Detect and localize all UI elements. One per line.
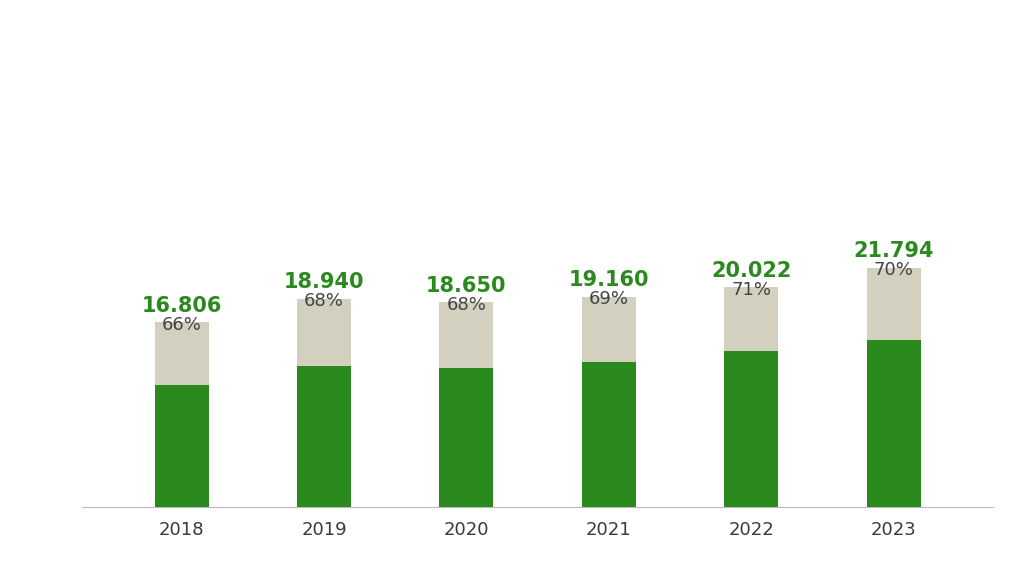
Bar <box>582 362 636 507</box>
Bar <box>439 367 494 507</box>
Text: 68%: 68% <box>446 295 486 314</box>
Bar <box>724 287 778 507</box>
Text: 21.794: 21.794 <box>853 241 934 261</box>
Text: 71%: 71% <box>731 281 771 298</box>
Bar <box>724 351 778 507</box>
Bar <box>297 366 351 507</box>
Text: 20.022: 20.022 <box>711 260 792 281</box>
Bar <box>155 323 209 507</box>
Bar <box>297 299 351 507</box>
Bar <box>155 385 209 507</box>
Text: 66%: 66% <box>162 316 202 334</box>
Bar <box>439 302 494 507</box>
Text: 70%: 70% <box>873 261 913 279</box>
Bar <box>866 339 921 507</box>
Text: 18.940: 18.940 <box>284 272 365 293</box>
Text: 19.160: 19.160 <box>568 270 649 290</box>
Text: 68%: 68% <box>304 293 344 310</box>
Bar <box>582 297 636 507</box>
Text: 18.650: 18.650 <box>426 276 507 295</box>
Text: 69%: 69% <box>589 290 629 308</box>
Bar <box>866 268 921 507</box>
Text: 16.806: 16.806 <box>141 296 222 316</box>
